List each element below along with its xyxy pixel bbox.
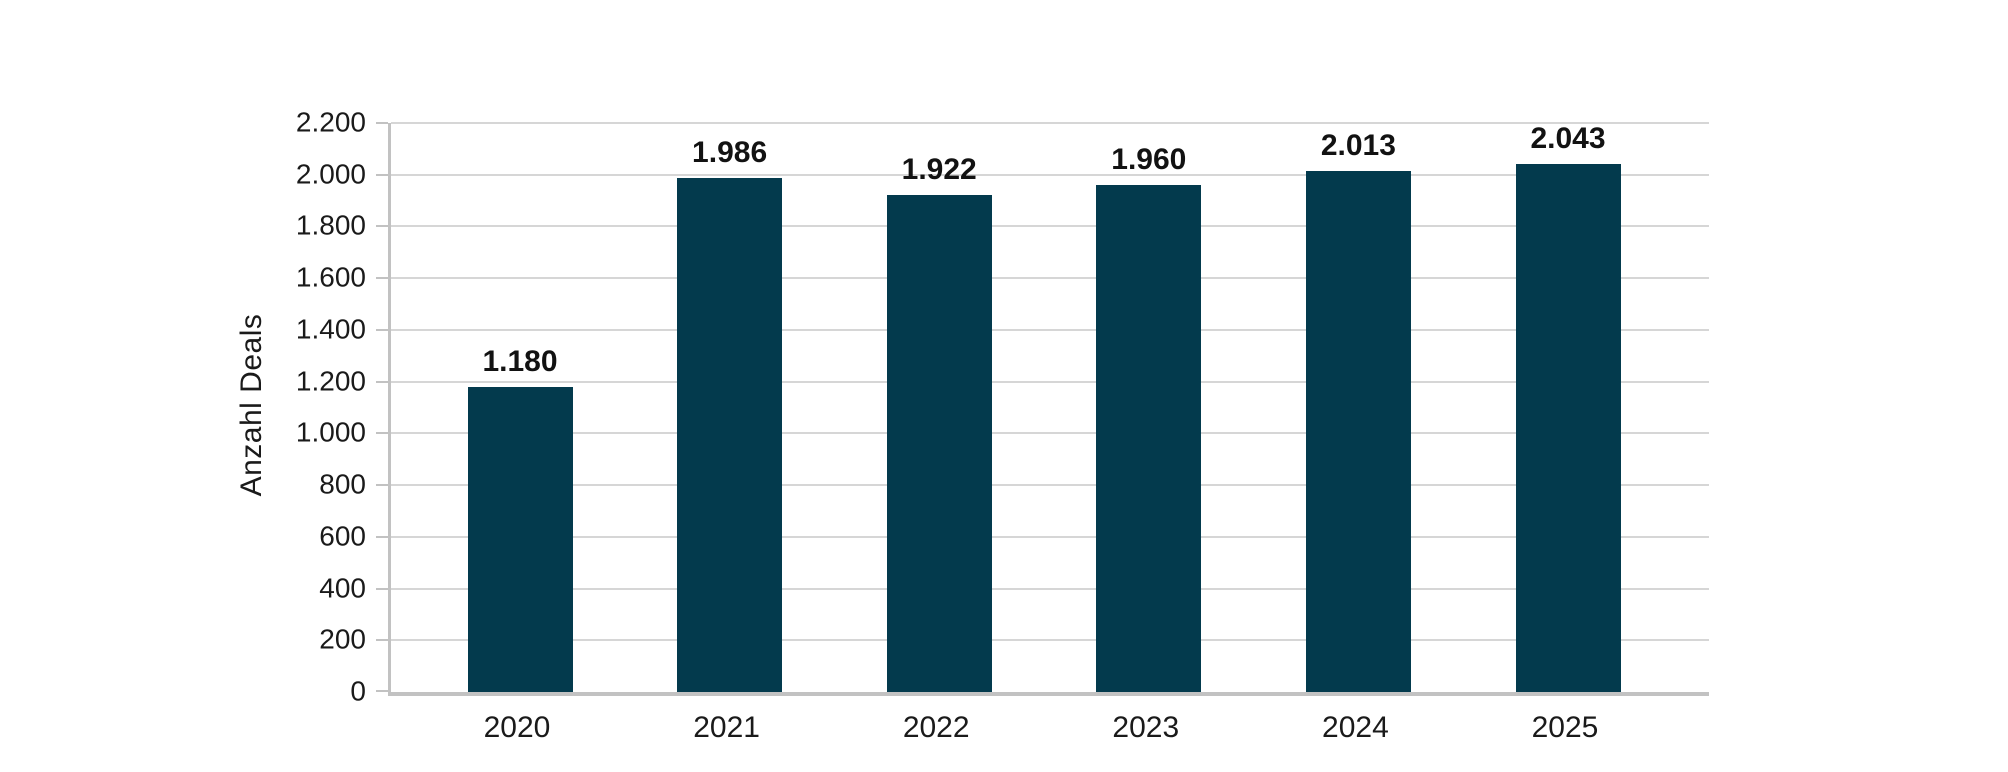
gridline [391, 381, 1709, 383]
y-axis-tick-labels: 2.200 2.000 1.800 1.600 1.400 1.200 1.000 800 60… [0, 0, 366, 772]
y-tick-mark [376, 174, 388, 176]
gridline [391, 225, 1709, 227]
y-tick-mark [376, 432, 388, 434]
gridline [391, 484, 1709, 486]
y-tick-label: 1.600 [295, 261, 366, 293]
y-tick-label: 600 [319, 520, 366, 552]
y-tick-mark [376, 122, 388, 124]
y-tick-mark [376, 690, 388, 692]
y-tick-mark [376, 381, 388, 383]
value-label-2024: 2.013 [1320, 129, 1396, 163]
gridline [391, 432, 1709, 434]
gridline [391, 122, 1709, 124]
x-axis-labels: 2020 2021 2022 2023 2024 2025 [388, 711, 1706, 761]
y-tick-label: 1.800 [295, 209, 366, 241]
value-label-2021: 1.986 [692, 136, 768, 170]
y-tick-label: 800 [319, 468, 366, 500]
y-tick-mark [376, 225, 388, 227]
x-label-2021: 2021 [693, 711, 760, 744]
y-tick-mark [376, 639, 388, 641]
value-label-2025: 2.043 [1530, 121, 1606, 155]
y-tick-label: 400 [319, 571, 366, 603]
bar-2023 [1096, 185, 1202, 692]
plot-area: 1.180 1.986 1.922 1.960 2.013 2.043 [376, 121, 1709, 696]
y-tick-mark [376, 536, 388, 538]
gridline [391, 536, 1709, 538]
y-tick-label: 1.000 [295, 416, 366, 448]
y-tick-mark [376, 484, 388, 486]
bar-2020 [467, 386, 573, 692]
x-label-2023: 2023 [1112, 711, 1180, 744]
bar-2021 [677, 178, 783, 692]
gridline [391, 329, 1709, 331]
bar-2022 [886, 194, 992, 692]
y-tick-label: 0 [350, 675, 366, 707]
gridline [391, 588, 1709, 590]
gridline [391, 174, 1709, 176]
y-tick-label: 2.200 [295, 106, 366, 138]
y-tick-mark [376, 277, 388, 279]
value-label-2020: 1.180 [482, 344, 558, 378]
x-label-2022: 2022 [902, 711, 970, 744]
x-label-2025: 2025 [1531, 711, 1599, 744]
y-tick-mark [376, 588, 388, 590]
bar-2024 [1305, 171, 1411, 692]
gridline [391, 277, 1709, 279]
y-tick-label: 2.000 [295, 158, 366, 190]
value-label-2023: 1.960 [1111, 143, 1187, 177]
x-label-2020: 2020 [483, 711, 551, 744]
y-tick-label: 1.200 [295, 364, 366, 396]
y-tick-mark [376, 329, 388, 331]
x-label-2024: 2024 [1322, 711, 1389, 744]
value-label-2022: 1.922 [901, 152, 977, 186]
y-tick-label: 200 [319, 623, 366, 655]
gridline [391, 639, 1709, 641]
bar-2025 [1515, 163, 1621, 692]
y-tick-label: 1.400 [295, 313, 366, 345]
